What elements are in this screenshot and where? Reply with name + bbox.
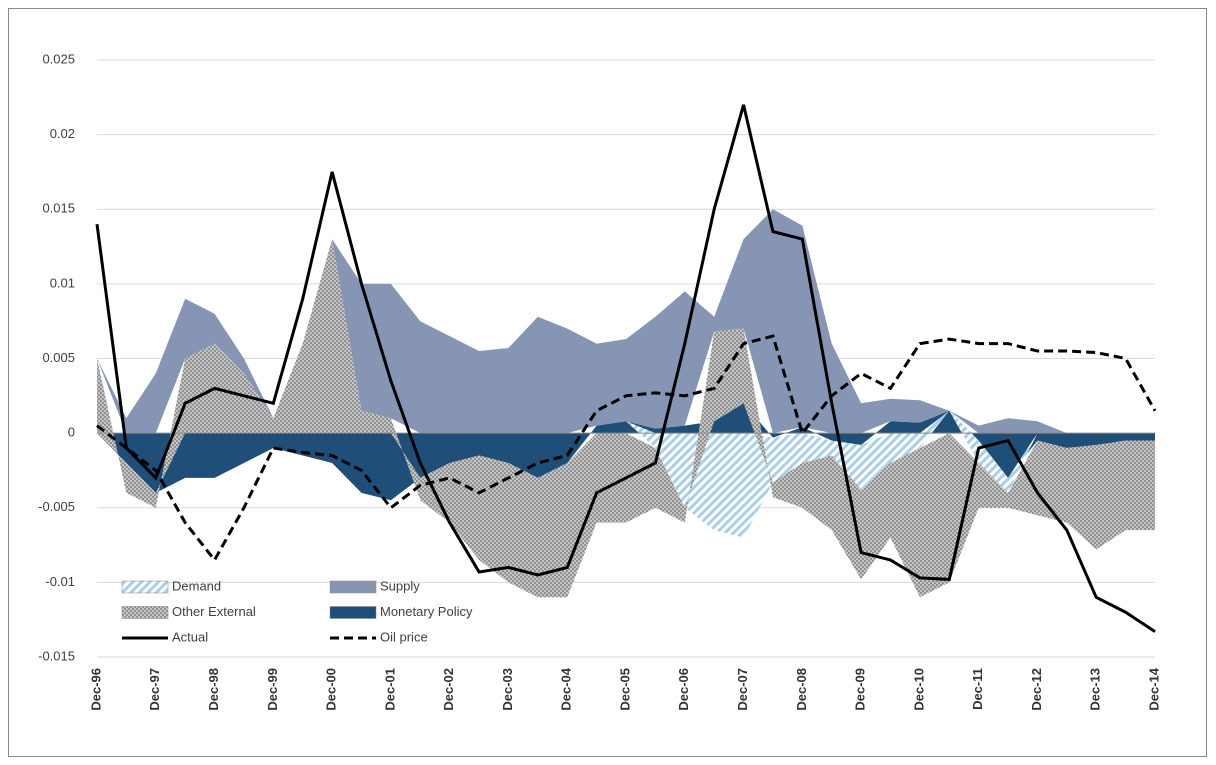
x-tick-label: Dec-09 [853,668,868,711]
y-tick-label: 0.01 [50,275,75,290]
y-tick-label: -0.01 [45,574,75,589]
y-tick-label: -0.005 [38,499,75,514]
x-tick-label: Dec-99 [265,668,280,711]
legend-label: Oil price [380,629,428,644]
y-tick-label: -0.015 [38,648,75,663]
y-tick-label: 0 [68,425,75,440]
legend-swatch [121,606,169,619]
area [97,403,1155,501]
x-tick-label: Dec-00 [324,668,339,711]
line [95,104,1156,633]
y-tick-label: 0.005 [42,350,75,365]
x-tick-label: Dec-01 [382,668,397,711]
x-tick-label: Dec-08 [794,668,809,711]
legend-label: Actual [172,629,208,644]
legend-label: Other External [172,604,256,619]
x-tick-label: Dec-98 [206,668,221,711]
legend-swatch [329,606,377,619]
area [97,209,1155,434]
area [97,410,1155,538]
x-tick-label: Dec-03 [500,668,515,711]
legend-swatch [329,580,377,594]
y-tick-label: 0.015 [42,201,75,216]
x-tick-label: Dec-96 [88,668,103,711]
x-tick-label: Dec-02 [441,668,456,711]
x-tick-label: Dec-06 [676,668,691,711]
x-tick-label: Dec-05 [617,668,632,711]
x-tick-label: Dec-07 [735,668,750,711]
x-tick-label: Dec-12 [1029,668,1044,711]
area [97,239,1155,598]
legend-label: Demand [172,578,221,593]
line [96,334,1157,563]
legend-label: Monetary Policy [380,604,473,619]
x-tick-label: Dec-10 [911,668,926,711]
legend-swatch [121,580,169,594]
x-tick-label: Dec-14 [1146,667,1161,710]
legend-label: Supply [380,578,420,593]
y-tick-label: 0.025 [42,51,75,66]
x-tick-label: Dec-97 [147,668,162,711]
y-tick-label: 0.02 [50,126,75,141]
x-tick-label: Dec-04 [559,667,574,710]
x-tick-label: Dec-11 [970,668,985,710]
x-tick-label: Dec-13 [1088,668,1103,711]
